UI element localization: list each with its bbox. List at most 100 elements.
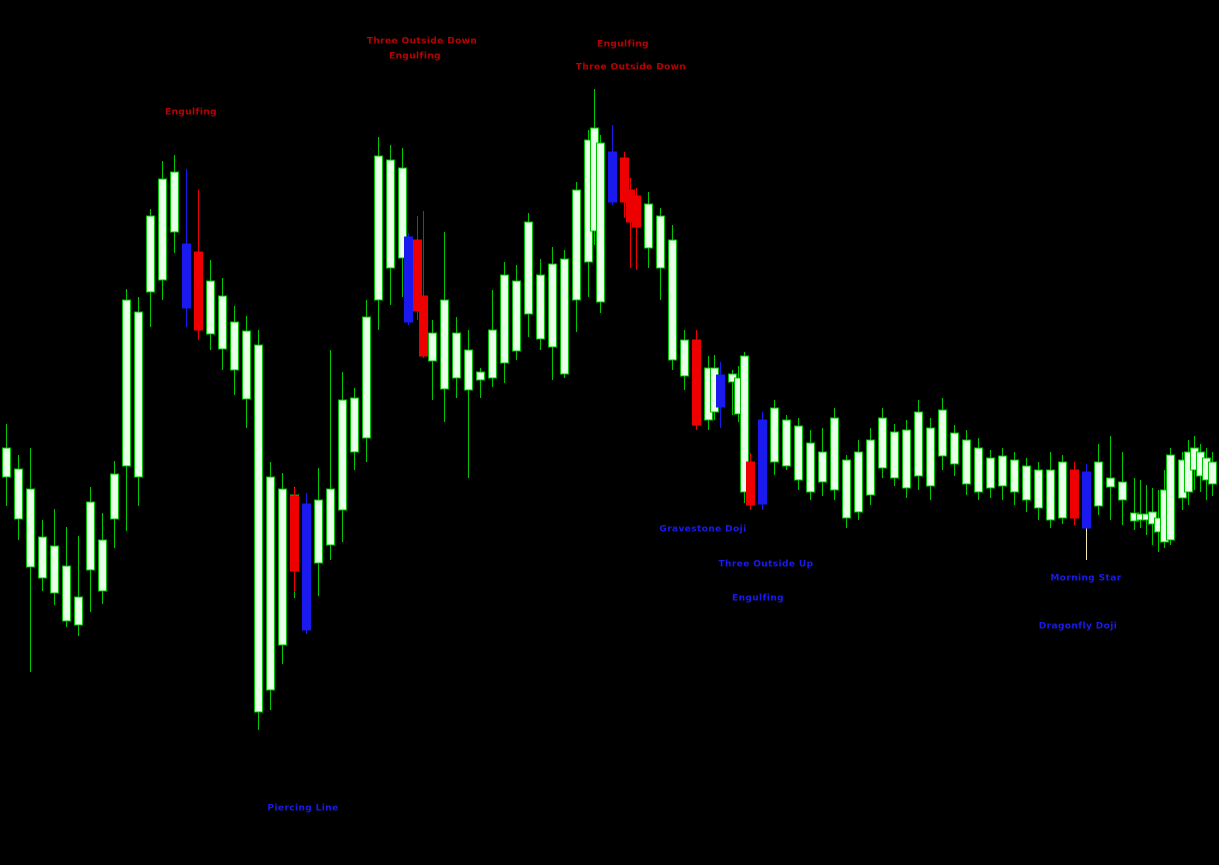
- candle-body: [326, 488, 335, 546]
- candle-body: [950, 432, 959, 465]
- candlestick: [158, 161, 167, 300]
- candle-body: [794, 425, 803, 481]
- candlestick: [524, 213, 533, 337]
- candle-body: [608, 151, 617, 203]
- pattern-label-three-outside-down: Three Outside Down: [575, 62, 687, 73]
- candlestick: [1070, 462, 1079, 525]
- candle-body: [596, 142, 605, 303]
- candlestick: [512, 265, 521, 360]
- candlestick: [362, 300, 371, 462]
- candlestick: [254, 330, 263, 730]
- candle-body: [146, 215, 155, 293]
- candle-body: [560, 258, 569, 375]
- candle-body: [374, 155, 383, 301]
- candle-body: [206, 280, 215, 335]
- candle-body: [536, 274, 545, 340]
- candlestick: [338, 372, 347, 542]
- candlestick: [716, 362, 725, 428]
- candlestick: [572, 182, 581, 332]
- candle-body: [50, 545, 59, 594]
- candle-body: [830, 417, 839, 491]
- candlestick: [50, 509, 59, 605]
- candlestick: [770, 400, 779, 475]
- candle-body: [974, 447, 983, 493]
- candle-body: [404, 236, 413, 323]
- candle-body: [242, 330, 251, 400]
- candle-body: [770, 407, 779, 463]
- candlestick: [1010, 452, 1019, 505]
- pattern-label-piercing-line: Piercing Line: [267, 803, 339, 814]
- candle-body: [2, 447, 11, 478]
- candlestick: [500, 262, 509, 383]
- candlestick: [596, 135, 605, 313]
- candlestick: [890, 424, 899, 486]
- candlestick: [1208, 452, 1217, 496]
- candle-body: [914, 411, 923, 477]
- candle-body: [428, 332, 437, 362]
- candlestick: [998, 448, 1007, 500]
- candlestick: [404, 233, 413, 325]
- candle-body: [962, 439, 971, 485]
- candlestick: [314, 468, 323, 596]
- candlestick: [38, 520, 47, 591]
- candle-body: [254, 344, 263, 713]
- candlestick: [656, 208, 665, 300]
- candlestick: [632, 188, 641, 270]
- candle-body: [632, 195, 641, 228]
- candle-body: [398, 167, 407, 259]
- candlestick: [746, 453, 755, 510]
- candlestick: [854, 440, 863, 520]
- candle-body: [419, 295, 428, 357]
- candlestick: [452, 317, 461, 398]
- candle-body: [1058, 461, 1067, 519]
- candle-body: [854, 451, 863, 513]
- candle-body: [464, 349, 473, 391]
- candlestick: [476, 368, 485, 398]
- candlestick: [794, 418, 803, 490]
- candle-body: [74, 596, 83, 626]
- candlestick: [278, 473, 287, 664]
- candlestick: [1184, 440, 1193, 505]
- candlestick: [242, 316, 251, 428]
- candlestick: [620, 152, 629, 218]
- candle-body: [866, 439, 875, 496]
- candlestick: [488, 290, 497, 387]
- candle-body: [1094, 461, 1103, 507]
- candle-body: [1118, 481, 1127, 501]
- candlestick: [608, 125, 617, 205]
- candlestick: [134, 297, 143, 506]
- pattern-label-three-outside-down: Three Outside Down: [366, 36, 478, 47]
- candlestick: [182, 169, 191, 327]
- candlestick: [560, 250, 569, 378]
- candlestick: [1058, 455, 1067, 524]
- candle-body: [362, 316, 371, 439]
- candlestick: [740, 352, 749, 503]
- candle-body: [314, 499, 323, 564]
- candle-body: [680, 339, 689, 377]
- pattern-label-dragonfly-doji: Dragonfly Doji: [1038, 621, 1118, 632]
- candle-body: [656, 215, 665, 269]
- pattern-label-three-outside-up: Three Outside Up: [718, 559, 814, 570]
- candlestick: [1046, 452, 1055, 528]
- candle-body: [1184, 451, 1193, 493]
- candlestick: [302, 493, 311, 634]
- candlestick: [806, 430, 815, 500]
- candlestick: [170, 155, 179, 253]
- candle-body: [1106, 477, 1115, 488]
- candle-body: [1070, 469, 1079, 519]
- candle-body: [806, 442, 815, 493]
- candle-body: [500, 274, 509, 364]
- candlestick: [122, 289, 131, 531]
- candlestick: [1136, 480, 1145, 528]
- candlestick: [464, 330, 473, 478]
- candlestick: [938, 398, 947, 470]
- candlestick: [1118, 452, 1127, 525]
- candle-body: [302, 503, 311, 631]
- candlestick: [374, 137, 383, 330]
- candlestick: [866, 428, 875, 505]
- candle-body: [842, 459, 851, 519]
- candlestick: [290, 488, 299, 592]
- candle-body: [26, 488, 35, 568]
